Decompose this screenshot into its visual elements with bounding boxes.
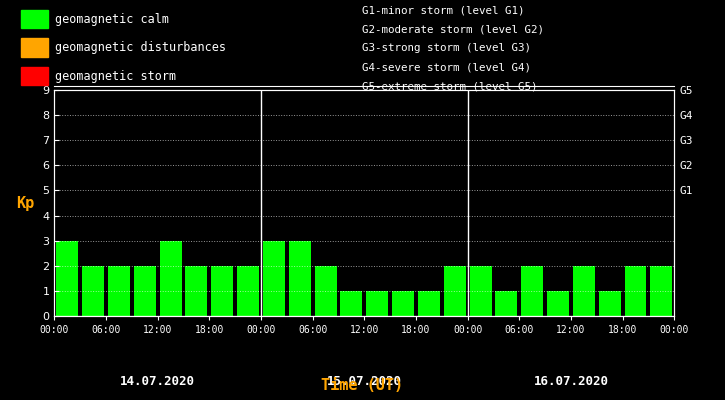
Bar [108,266,130,316]
Bar [495,291,518,316]
Bar [521,266,543,316]
Bar [82,266,104,316]
Text: G2-moderate storm (level G2): G2-moderate storm (level G2) [362,24,544,34]
Bar [573,266,594,316]
Bar [624,266,647,316]
Bar [418,291,440,316]
Bar [289,241,311,316]
Text: G1-minor storm (level G1): G1-minor storm (level G1) [362,6,525,16]
Text: geomagnetic disturbances: geomagnetic disturbances [54,41,225,54]
Bar [186,266,207,316]
Text: 15.07.2020: 15.07.2020 [327,375,402,388]
Bar [263,241,285,316]
Bar [341,291,362,316]
Text: G4-severe storm (level G4): G4-severe storm (level G4) [362,62,531,72]
Bar [315,266,336,316]
Bar [211,266,233,316]
Text: geomagnetic storm: geomagnetic storm [54,70,175,83]
Text: G5-extreme storm (level G5): G5-extreme storm (level G5) [362,81,538,91]
Text: Time (UT): Time (UT) [321,378,404,393]
Text: geomagnetic calm: geomagnetic calm [54,13,169,26]
Bar [160,241,181,316]
Bar [57,241,78,316]
Bar [134,266,156,316]
Bar [599,291,621,316]
Text: 14.07.2020: 14.07.2020 [120,375,195,388]
Bar [444,266,465,316]
Bar [650,266,672,316]
Bar [470,266,492,316]
Bar [547,291,569,316]
Bar [237,266,259,316]
Bar [21,10,48,28]
Y-axis label: Kp: Kp [17,196,35,210]
Text: G3-strong storm (level G3): G3-strong storm (level G3) [362,44,531,54]
Text: 16.07.2020: 16.07.2020 [534,375,608,388]
Bar [21,67,48,86]
Bar [21,38,48,57]
Bar [366,291,388,316]
Bar [392,291,414,316]
